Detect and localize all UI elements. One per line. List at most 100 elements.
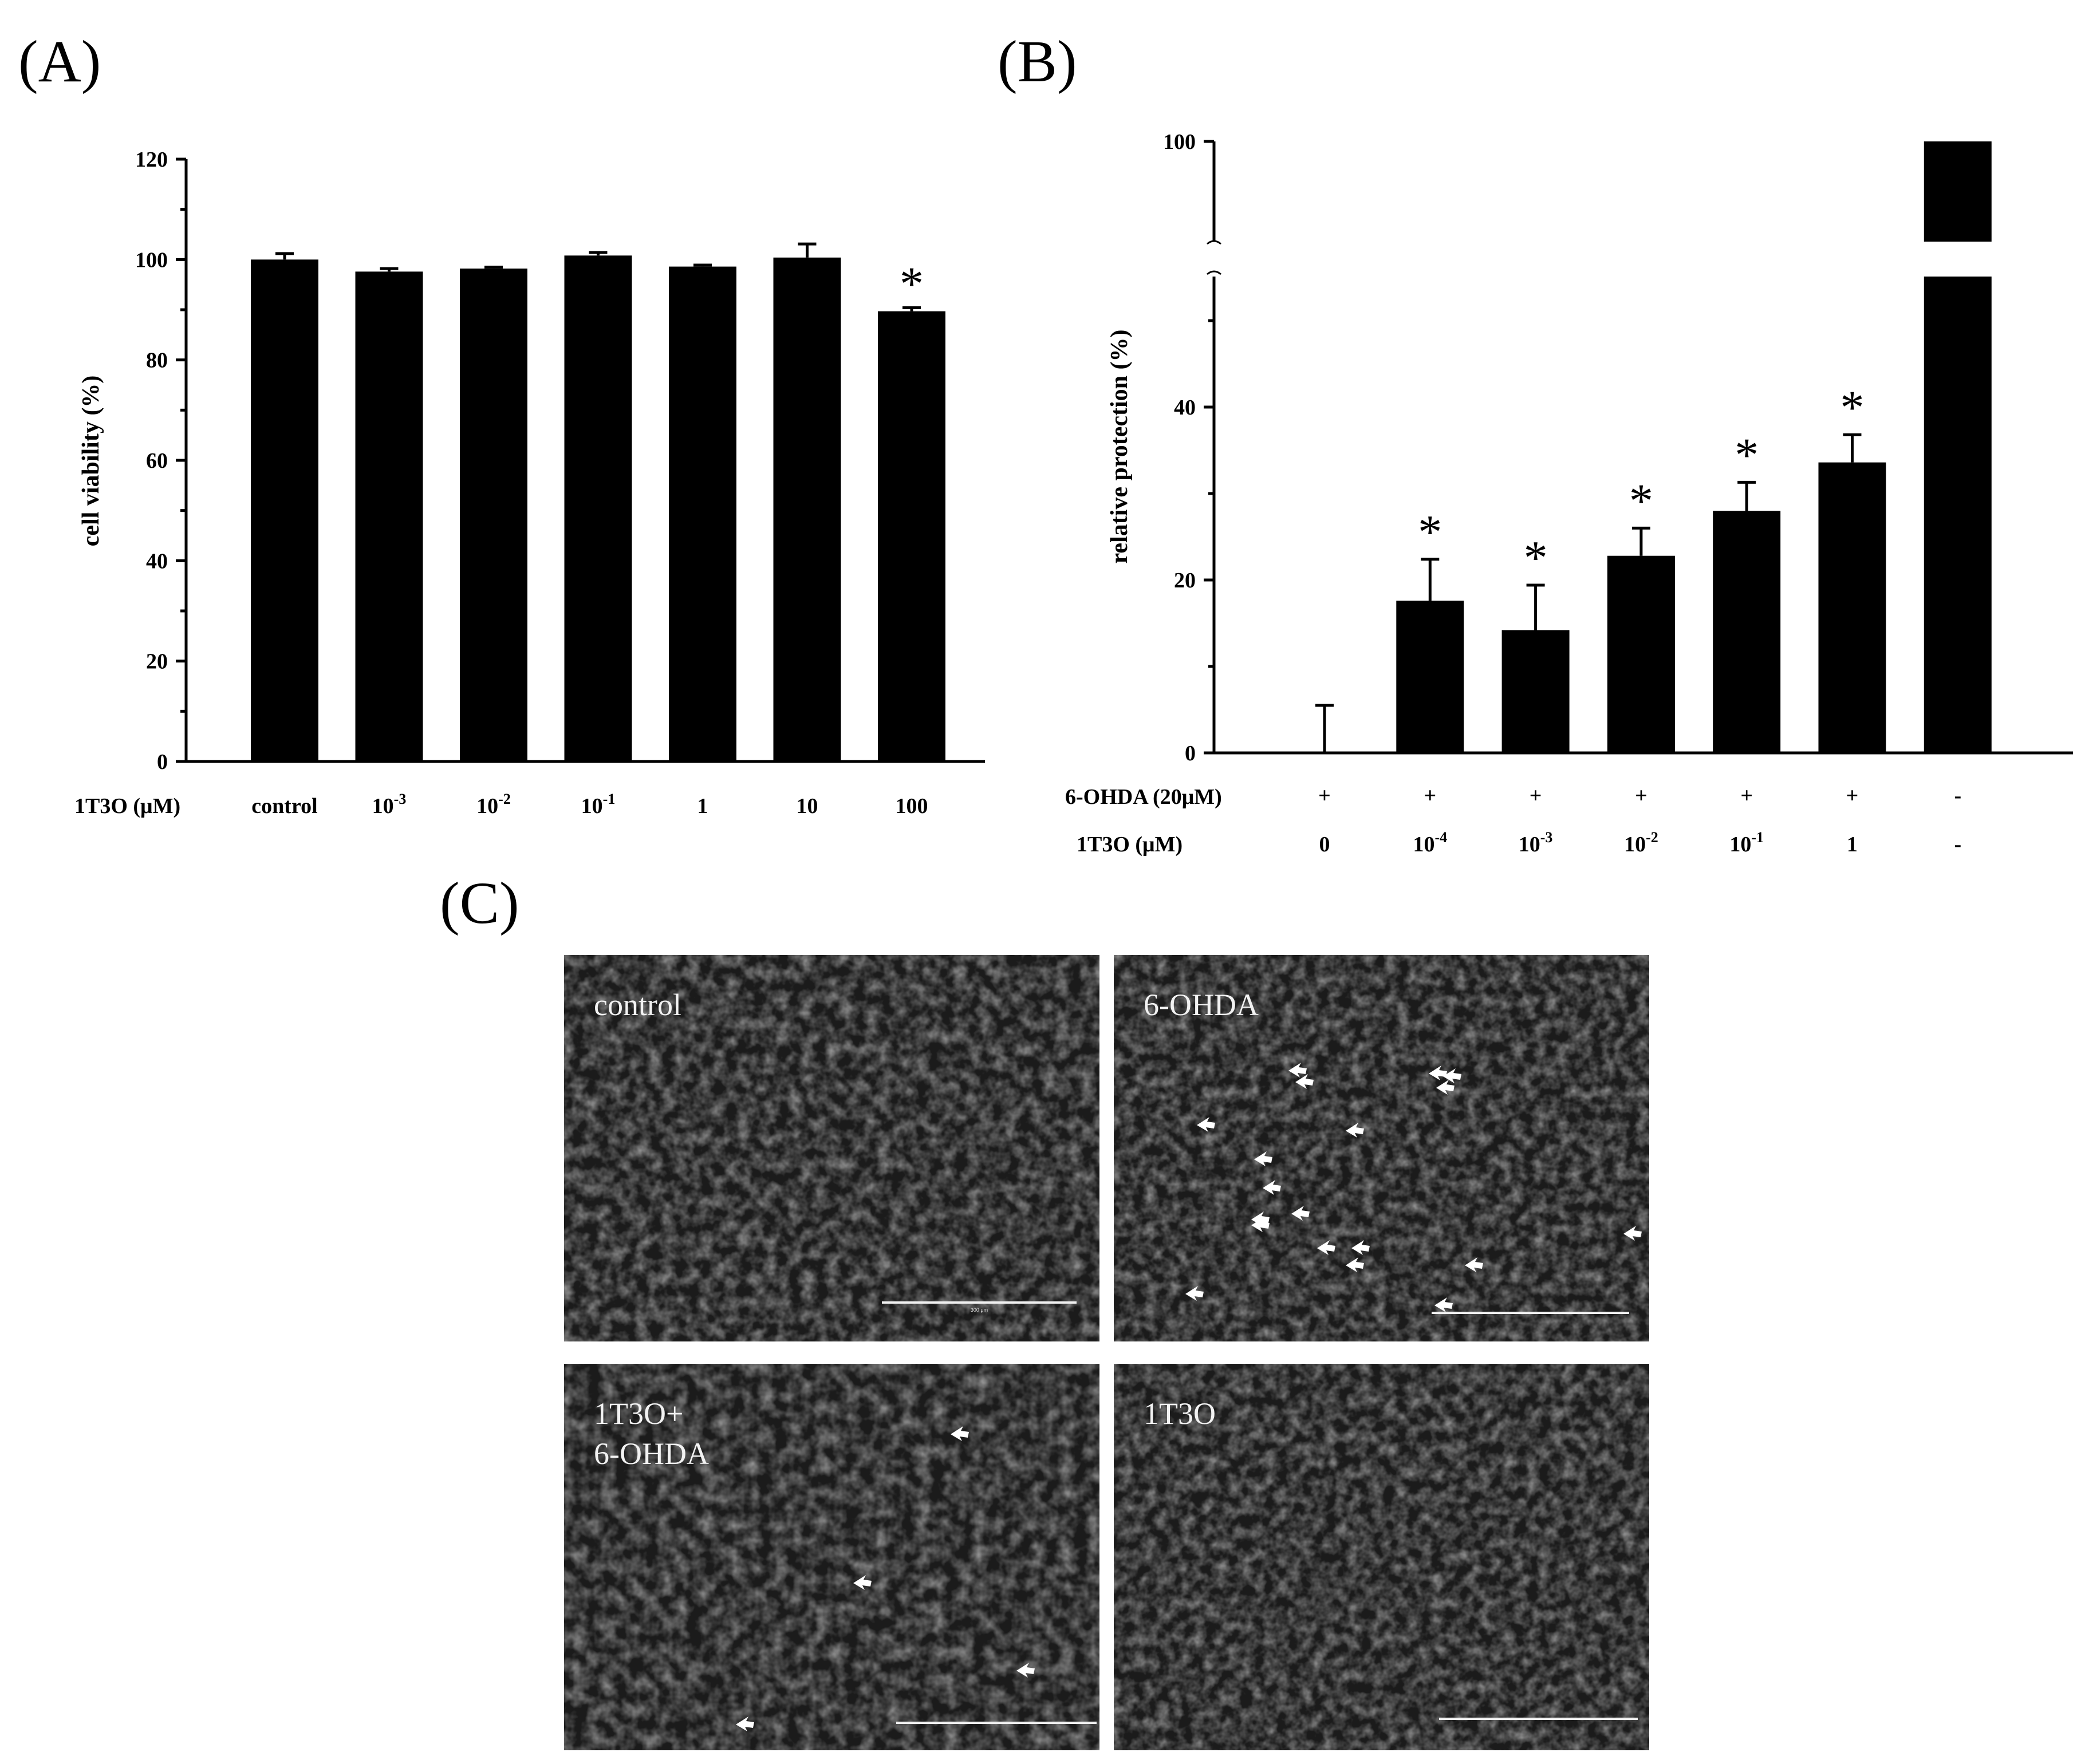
- chart-a-x-tick-label: 100: [896, 794, 928, 818]
- chart-a-axes: 0 20 40 60 80 100 120: [135, 148, 985, 774]
- chart-a-y-tick-label: 0: [157, 750, 168, 774]
- chart-b-1t3o-cell-exp: -4: [1434, 829, 1447, 846]
- chart-b-1t3o-cell-exp: -1: [1751, 829, 1764, 846]
- white-arrow-marker: [736, 1716, 754, 1731]
- chart-a-bars: *: [251, 242, 945, 762]
- micrograph-label: control: [594, 988, 681, 1022]
- chart-b-1t3o-cell-exp: -2: [1646, 829, 1658, 846]
- chart-b-1t3o-cell: 10-3: [1519, 829, 1553, 857]
- chart-a-y-tick-label: 40: [146, 549, 168, 573]
- chart-b-significance-marker: *: [1840, 381, 1865, 434]
- white-arrow-marker: [1465, 1257, 1483, 1272]
- panel-label-b: (B): [998, 29, 1077, 94]
- chart-b-bar: [1713, 511, 1781, 753]
- chart-b-1t3o-cell: -: [1954, 832, 1961, 857]
- chart-b-bars: * * * * *: [1315, 141, 1992, 753]
- chart-b-y-axis-title: relative protection (%): [1106, 330, 1133, 564]
- chart-b-y-tick-label: 100: [1163, 130, 1196, 154]
- micrograph-panel: 1T3O+ 6-OHDA: [564, 1364, 1099, 1750]
- chart-a-bar: [669, 266, 736, 761]
- white-arrow-marker: [1429, 1065, 1447, 1080]
- micrograph-panel: 1T3O: [1114, 1364, 1649, 1750]
- chart-a-y-axis-title: cell viability (%): [78, 376, 104, 547]
- chart-b-6ohda-cell: +: [1740, 784, 1753, 808]
- chart-a-x-tick-label: 10: [797, 794, 818, 818]
- chart-b-bar-lower: [1924, 277, 1992, 753]
- white-arrow-marker: [1295, 1074, 1314, 1089]
- chart-b-1t3o-cell: 1: [1847, 832, 1858, 857]
- chart-a-x-tick-label: 10-1: [581, 791, 616, 818]
- chart-b-1t3o-cell-base: -: [1954, 832, 1961, 857]
- micrograph-cell-texture: [1114, 955, 1649, 1341]
- chart-a-y-tick-label: 120: [135, 148, 168, 172]
- chart-b-1t3o-cell-base: 10: [1519, 832, 1540, 857]
- white-arrow-marker: [1346, 1123, 1364, 1138]
- chart-b-6ohda-cell: +: [1424, 784, 1436, 808]
- chart-b-significance-marker: *: [1629, 474, 1653, 527]
- chart-a-y-tick-label: 80: [146, 349, 168, 373]
- chart-b-6ohda-cell: +: [1846, 784, 1859, 808]
- chart-a-y-tick-label: 60: [146, 449, 168, 473]
- white-arrow-marker: [1346, 1257, 1364, 1272]
- white-arrow-marker: [1434, 1297, 1453, 1312]
- chart-a-x-tick-label-exp: -3: [394, 791, 407, 807]
- chart-b-1t3o-cell: 10-4: [1413, 829, 1447, 857]
- white-arrow-marker: [1623, 1226, 1642, 1241]
- chart-a-x-tick-label-base: 10: [372, 794, 394, 818]
- white-arrow-marker: [1251, 1211, 1270, 1226]
- arrow-markers: [736, 1063, 1642, 1731]
- chart-b-y-tick-label: 0: [1185, 741, 1196, 765]
- white-arrow-marker: [1263, 1180, 1281, 1195]
- chart-b-6ohda-cell: -: [1954, 784, 1961, 808]
- chart-b-1t3o-cell-base: 1: [1847, 832, 1858, 857]
- chart-a-x-tick-labels: control 10-3 10-2 10-1 1 10 100: [251, 791, 928, 818]
- chart-a-bar: [878, 311, 945, 761]
- chart-a-x-tick-label: 10-3: [372, 791, 407, 818]
- chart-b-condition-rows: +0+10-4+10-3+10-2+10-1+1--: [1318, 784, 1961, 857]
- micrograph-label: 1T3O+: [594, 1396, 683, 1431]
- micrograph-cell-texture: [564, 955, 1099, 1341]
- chart-b-y-tick-label: 40: [1174, 396, 1196, 420]
- chart-b-row-label-6ohda: 6-OHDA (20μM): [1065, 785, 1222, 809]
- chart-a-bar: [251, 259, 318, 761]
- chart-b-row-label-1t3o: 1T3O (μM): [1077, 832, 1183, 857]
- white-arrow-marker: [1185, 1286, 1204, 1301]
- micrograph-label: 1T3O: [1144, 1396, 1216, 1431]
- chart-a-x-tick-label-exp: -1: [603, 791, 616, 807]
- chart-a-x-tick-label-base: control: [251, 794, 317, 818]
- panel-label-c: (C): [440, 870, 519, 936]
- chart-a-x-tick-label-base: 10: [581, 794, 603, 818]
- chart-b-bar: [1396, 601, 1464, 753]
- white-arrow-marker: [1016, 1663, 1035, 1678]
- white-arrow-marker: [1251, 1217, 1270, 1232]
- white-arrow-marker: [951, 1426, 969, 1441]
- micrograph-panel: control 300 μm: [564, 955, 1099, 1341]
- chart-b-bar: [1607, 555, 1675, 753]
- chart-b-1t3o-cell-base: 10: [1729, 832, 1751, 857]
- micrograph-label: 6-OHDA: [594, 1437, 709, 1471]
- white-arrow-marker: [1351, 1240, 1370, 1255]
- chart-a-row-label: 1T3O (μM): [74, 794, 180, 818]
- chart-b-bar: [1818, 462, 1886, 753]
- white-arrow-marker: [1291, 1206, 1310, 1221]
- chart-a-x-tick-label-base: 1: [697, 794, 708, 818]
- chart-b-6ohda-cell: +: [1635, 784, 1647, 808]
- chart-b-bar-upper: [1924, 141, 1992, 242]
- panel-label-a: (A): [18, 29, 101, 94]
- chart-b-significance-marker: *: [1418, 506, 1442, 559]
- chart-a-x-tick-label-exp: -2: [498, 791, 511, 807]
- chart-b-1t3o-cell-base: 10: [1413, 832, 1434, 857]
- chart-a-bar: [564, 255, 632, 761]
- white-arrow-marker: [1436, 1080, 1455, 1095]
- chart-a-bar: [460, 269, 527, 761]
- micrograph-cell-texture: [1114, 1364, 1649, 1750]
- micrograph-panel: 6-OHDA: [1114, 955, 1649, 1341]
- chart-b-axis-break-mark: [1207, 270, 1221, 275]
- white-arrow-marker: [1197, 1117, 1215, 1132]
- chart-b-1t3o-cell: 10-2: [1624, 829, 1658, 857]
- chart-b-significance-marker: *: [1524, 531, 1548, 585]
- micrograph-label: 6-OHDA: [1144, 988, 1259, 1022]
- chart-a-x-tick-label-base: 100: [896, 794, 928, 818]
